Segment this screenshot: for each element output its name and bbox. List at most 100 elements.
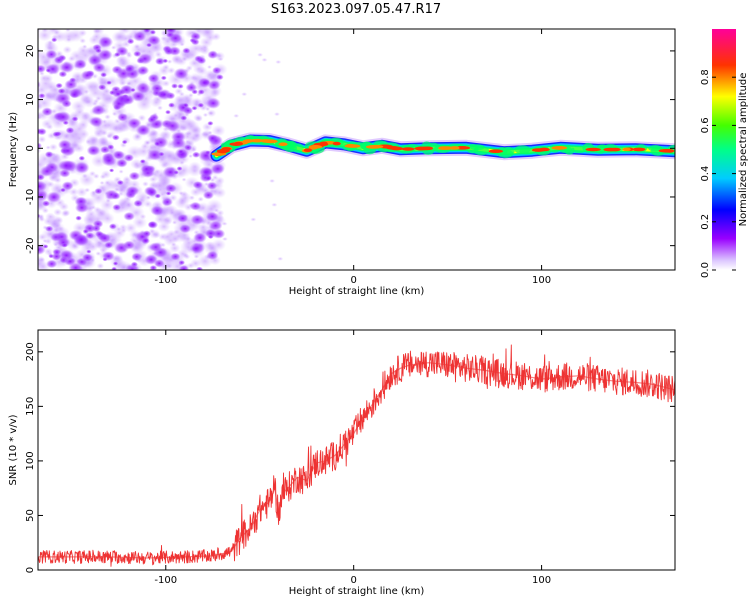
noise-blob (82, 228, 89, 234)
snr-xtick-label-1: 0 (350, 575, 356, 586)
ridge-bump (519, 148, 535, 155)
noise-speckle (78, 129, 90, 139)
heatmap-ytick-label-0: -20 (25, 237, 36, 253)
heatmap-xtick-label-1: 0 (350, 275, 356, 286)
snr-series-line (38, 344, 675, 567)
noise-blob (149, 29, 156, 35)
noise-blob (135, 82, 151, 94)
noise-blob (125, 185, 140, 197)
noise-stray (261, 57, 268, 62)
noise-blob (45, 49, 58, 60)
noise-speckle (116, 55, 128, 65)
heatmap-xlabel: Height of straight line (km) (289, 286, 425, 297)
noise-blob (146, 42, 153, 48)
noise-blob (123, 211, 135, 221)
noise-stray (271, 202, 278, 207)
noise-speckle (211, 174, 219, 181)
noise-blob (185, 83, 198, 93)
noise-blob (112, 203, 122, 211)
noise-blob (163, 47, 174, 56)
noise-blob (75, 215, 82, 221)
noise-speckle (207, 244, 218, 252)
noise-blob (173, 67, 189, 80)
noise-speckle (53, 177, 62, 184)
noise-blob (182, 106, 194, 115)
noise-speckle (60, 209, 70, 218)
noise-blob (147, 35, 161, 46)
noise-speckle (126, 52, 133, 59)
noise-blob (206, 133, 219, 143)
noise-blob (197, 77, 212, 89)
noise-blob (74, 202, 89, 214)
noise-blob (182, 102, 189, 108)
noise-blob (64, 79, 78, 90)
noise-blob (165, 31, 175, 38)
snr-ylabel: SNR (10 * v/v) (8, 414, 19, 485)
noise-blob (177, 149, 185, 155)
noise-blob (192, 151, 201, 158)
noise-speckle (133, 44, 141, 50)
noise-blob (112, 150, 125, 160)
noise-blob (94, 230, 104, 238)
noise-blob (124, 64, 136, 73)
noise-blob (182, 47, 191, 54)
noise-blob (38, 64, 46, 74)
noise-blob (38, 128, 47, 136)
noise-blob (141, 237, 151, 245)
noise-blob (154, 57, 165, 66)
noise-blob (42, 244, 49, 249)
noise-blob (52, 131, 60, 138)
noise-speckle (187, 124, 203, 137)
heatmap-ytick-label-1: -10 (25, 189, 36, 205)
noise-blob (38, 187, 41, 195)
noise-speckle (43, 39, 56, 51)
noise-blob (160, 75, 167, 81)
noise-speckle (104, 114, 111, 120)
noise-blob (98, 84, 107, 91)
noise-blob (91, 104, 106, 116)
noise-blob (162, 166, 178, 179)
noise-speckle (207, 64, 212, 70)
snr-xlabel: Height of straight line (km) (289, 586, 425, 597)
noise-speckle (157, 105, 163, 111)
noise-blob (87, 54, 102, 66)
noise-speckle (200, 29, 216, 39)
noise-blob (197, 89, 205, 95)
ridge-bump (283, 143, 297, 153)
noise-stray (273, 112, 280, 117)
heatmap-xtick-label-2: 100 (532, 275, 551, 286)
noise-speckle (96, 262, 105, 270)
noise-blob (45, 68, 52, 73)
noise-blob (178, 265, 190, 270)
noise-speckle (197, 222, 209, 232)
colorbar-gradient (712, 29, 736, 270)
ridge-core (449, 146, 460, 150)
noise-speckle (48, 143, 58, 151)
noise-speckle (53, 208, 63, 216)
noise-speckle (154, 181, 165, 190)
noise-blob (204, 228, 217, 239)
noise-blob (179, 224, 192, 234)
noise-speckle (65, 29, 71, 33)
noise-blob (111, 266, 118, 270)
noise-stray (233, 113, 240, 118)
noise-blob (108, 223, 117, 230)
noise-blob (111, 134, 120, 141)
noise-blob (59, 168, 71, 178)
noise-blob (73, 59, 87, 70)
noise-blob (60, 187, 66, 193)
ridge-core (488, 149, 503, 154)
noise-speckle (117, 29, 132, 36)
noise-blob (71, 116, 79, 122)
noise-blob (113, 241, 130, 254)
ridge-bump (650, 146, 666, 157)
noise-blob (74, 161, 90, 174)
snr-xtick-label-0: -100 (154, 575, 177, 586)
noise-blob (133, 199, 143, 207)
noise-blob (44, 151, 54, 158)
ridge-core (344, 144, 361, 148)
snr-plot (38, 344, 675, 567)
noise-blob (59, 249, 74, 261)
noise-blob (166, 29, 175, 33)
noise-blob (198, 166, 214, 179)
